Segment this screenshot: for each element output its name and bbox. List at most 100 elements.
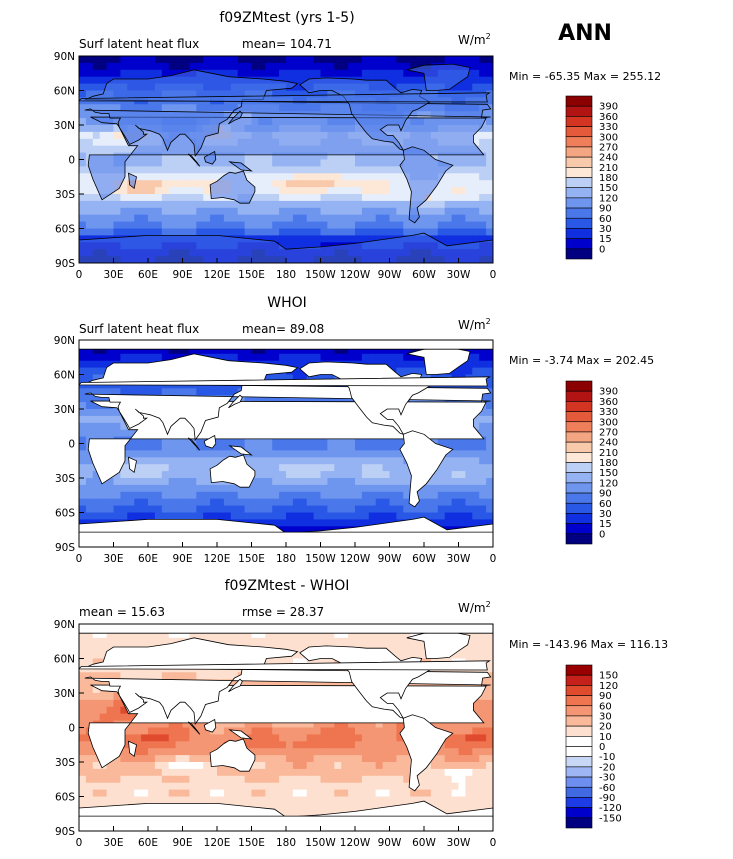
field-cell (113, 512, 121, 520)
field-cell (465, 173, 473, 181)
field-cell (210, 505, 218, 513)
field-cell (79, 471, 87, 479)
field-cell (113, 69, 121, 78)
field-cell (244, 491, 252, 500)
field-cell (334, 200, 342, 209)
field-cell (368, 741, 377, 749)
field-cell (79, 484, 87, 493)
field-cell (368, 471, 377, 479)
field-cell (265, 56, 273, 64)
field-cell (92, 491, 101, 500)
field-cell (299, 505, 308, 513)
field-cell (99, 104, 107, 112)
field-cell (458, 727, 466, 735)
field-cell (327, 152, 335, 160)
field-cell (292, 755, 301, 763)
field-cell (382, 512, 390, 520)
field-cell (154, 388, 163, 396)
field-cell (382, 207, 390, 216)
field-cell (85, 491, 94, 500)
field-cell (479, 644, 487, 652)
field-cell (134, 166, 142, 174)
field-cell (444, 200, 452, 209)
x-tick-label: 30W (447, 269, 471, 281)
field-cell (279, 221, 287, 229)
field-cell (279, 526, 287, 534)
field-cell (148, 228, 156, 236)
field-cell (251, 512, 259, 520)
field-cell (286, 395, 294, 403)
coastline (128, 172, 137, 190)
field-cell (479, 145, 487, 153)
field-cell (355, 484, 363, 493)
field-cell (210, 457, 218, 465)
field-cell (479, 395, 487, 403)
field-cell (258, 457, 266, 465)
field-cell (148, 450, 156, 458)
field-cell (113, 388, 121, 396)
field-cell (99, 221, 107, 229)
field-cell (120, 187, 128, 195)
field-cell (79, 693, 87, 701)
field-cell (217, 436, 225, 444)
field-cell (389, 498, 397, 506)
field-cell (279, 630, 287, 639)
field-cell (120, 138, 128, 147)
field-cell (486, 436, 493, 444)
field-cell (148, 672, 156, 680)
field-cell (196, 346, 204, 355)
field-cell (292, 484, 301, 493)
field-cell (237, 484, 245, 493)
field-cell (217, 69, 225, 78)
field-cell (79, 686, 87, 694)
field-cell (355, 630, 363, 639)
field-cell (237, 353, 245, 362)
field-cell (258, 207, 266, 216)
field-cell (417, 651, 425, 659)
colorbar-label: 30 (599, 224, 612, 235)
field-cell (424, 228, 432, 236)
field-cell (244, 498, 252, 506)
field-cell (292, 235, 301, 243)
field-cell (306, 159, 314, 167)
x-tick-label: 120W (340, 553, 371, 565)
field-cell (458, 505, 466, 513)
field-cell (106, 630, 114, 639)
field-cell (265, 221, 273, 229)
field-cell (223, 159, 232, 167)
field-cell (141, 637, 149, 646)
colorbar-box (565, 380, 593, 392)
field-cell (306, 152, 314, 160)
field-cell (279, 152, 287, 160)
field-cell (389, 69, 397, 78)
field-cell (223, 56, 232, 64)
field-cell (113, 138, 121, 147)
field-cell (299, 221, 308, 229)
field-cell (223, 491, 232, 500)
field-cell (355, 457, 363, 465)
field-cell (417, 491, 425, 500)
y-tick-label: 30S (55, 189, 75, 201)
field-cell (355, 159, 363, 167)
x-tick-label: 60W (412, 553, 436, 565)
field-cell (389, 76, 397, 84)
field-cell (348, 464, 356, 472)
field-cell (168, 741, 176, 749)
field-cell (320, 228, 328, 236)
field-cell (327, 194, 335, 202)
field-cell (306, 526, 314, 534)
field-cell (85, 478, 94, 486)
field-cell (327, 484, 335, 493)
field-cell (341, 491, 349, 500)
field-cell (403, 512, 411, 520)
field-cell (465, 166, 473, 174)
field-cell (106, 56, 114, 64)
field-cell (168, 194, 176, 202)
field-cell (382, 166, 390, 174)
field-cell (458, 56, 466, 64)
field-cell (410, 228, 418, 236)
field-cell (286, 450, 294, 458)
field-cell (141, 194, 149, 202)
field-cell (375, 734, 383, 742)
field-cell (472, 706, 480, 715)
